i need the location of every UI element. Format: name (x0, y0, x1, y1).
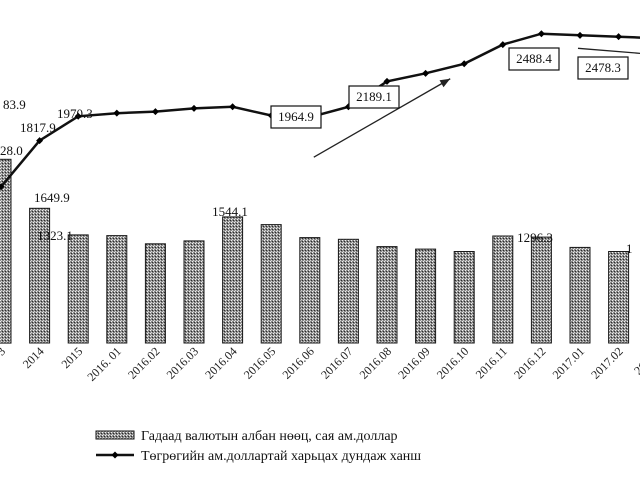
line-point-2015 (74, 112, 82, 120)
line-layer (0, 30, 640, 191)
legend-entry-reserves: Гадаад валютын албан нөөц, сая ам.доллар (95, 429, 398, 444)
line-point-2016.11 (499, 41, 507, 49)
bar-2017.02 (608, 251, 630, 344)
line-data-label-7: 2478.3 (577, 56, 629, 80)
x-tick-label: 2016.03 (164, 344, 201, 381)
bar-2016.11 (492, 235, 514, 344)
svg-text:28.0: 28.0 (0, 143, 23, 158)
bar-data-label-2: 1544.1 (212, 204, 248, 219)
x-tick-label: 2015 (58, 344, 85, 371)
labels-layer: 1649.91323.11544.11296.3183.928.01817.91… (0, 47, 633, 256)
x-tick-label: 2017.0 (631, 344, 640, 377)
line-point-2014 (36, 137, 44, 145)
svg-text:1817.9: 1817.9 (20, 120, 56, 135)
bar-2016.08 (376, 246, 398, 344)
bar-2016.09 (415, 248, 437, 344)
exchange-rate-line (0, 32, 640, 188)
x-tick-label: 3 (0, 344, 8, 358)
line-point-2017.01 (576, 31, 584, 39)
bar-data-label-4: 1 (626, 241, 633, 256)
legend: Гадаад валютын албан нөөц, сая ам.доллар… (95, 429, 421, 464)
line-data-label-2: 1817.9 (20, 120, 56, 135)
bar-2016.06 (299, 237, 321, 344)
x-tick-label: 2016.10 (434, 344, 471, 381)
legend-entry-exchange-rate: Төгрөгийн ам.доллартай харьцах дундаж ха… (96, 449, 421, 464)
bar-data-label-0: 1649.9 (34, 190, 70, 205)
line-point-2016.02 (151, 108, 159, 116)
x-axis: 3 2014 2015 2016. 01 2016.02 2016.03 2016.04 20… (0, 344, 640, 384)
bar-2016.07 (337, 238, 359, 344)
legend-label-exchange-rate: Төгрөгийн ам.доллартай харьцах дундаж ха… (141, 449, 421, 464)
line-data-label-0: 83.9 (3, 97, 26, 112)
line-point-2016.09 (422, 69, 430, 77)
bar-2014 (29, 207, 51, 344)
bar-2017.01 (569, 246, 591, 344)
x-tick-label: 2016.06 (279, 344, 316, 381)
svg-text:1970.3: 1970.3 (57, 106, 93, 121)
bar-data-label-1: 1323.1 (37, 228, 73, 243)
bar-2016.10 (453, 251, 475, 344)
line-data-label-3: 1970.3 (57, 106, 93, 121)
bar-data-label-3: 1296.3 (517, 230, 553, 245)
x-tick-label: 2016.08 (357, 344, 394, 381)
x-tick-label: 2016.11 (473, 344, 510, 381)
x-tick-label: 2016.05 (241, 344, 278, 381)
legend-label-reserves: Гадаад валютын албан нөөц, сая ам.доллар (141, 429, 398, 444)
bar-2016.04 (222, 216, 244, 344)
line-point-2016.12 (537, 30, 545, 38)
bar-2016.12 (530, 236, 552, 344)
x-tick-label: 2016.07 (318, 344, 355, 381)
legend-bar-swatch (95, 430, 135, 440)
trend-arrow-down (577, 47, 640, 54)
x-tick-label: 2017.02 (588, 344, 625, 381)
bar-2016. 01 (106, 235, 128, 344)
svg-text:83.9: 83.9 (3, 97, 26, 112)
line-point-2016. 01 (113, 109, 121, 117)
svg-text:2189.1: 2189.1 (356, 89, 392, 104)
x-tick-label: 2016.04 (202, 344, 239, 381)
legend-line-marker (111, 451, 119, 459)
bar-2015 (67, 234, 89, 344)
bar-2016.05 (260, 224, 282, 344)
x-tick-label: 2014 (20, 344, 47, 371)
line-point-2013 (0, 183, 5, 191)
line-data-label-4: 1964.9 (270, 105, 322, 129)
line-point-2016.04 (229, 103, 237, 111)
bar-2013 (0, 158, 12, 344)
x-tick-label: 2016.02 (125, 344, 162, 381)
bars-layer (0, 158, 630, 344)
x-tick-label: 2016.09 (395, 344, 432, 381)
bar-2016.03 (183, 240, 205, 344)
x-tick-label: 2017.01 (550, 344, 587, 381)
svg-text:2478.3: 2478.3 (585, 60, 621, 75)
svg-text:1964.9: 1964.9 (278, 109, 314, 124)
line-point-2016.10 (460, 60, 468, 68)
line-point-2016.03 (190, 104, 198, 112)
x-tick-label: 2016. 01 (84, 344, 124, 384)
line-data-label-1: 28.0 (0, 143, 23, 158)
x-tick-label: 2016.12 (511, 344, 548, 381)
line-data-label-6: 2488.4 (508, 47, 560, 71)
svg-text:2488.4: 2488.4 (516, 51, 552, 66)
trend-arrow-up (313, 78, 451, 158)
line-point-2016.08 (383, 77, 391, 85)
line-data-label-5: 2189.1 (348, 85, 400, 109)
bar-2016.02 (144, 243, 166, 344)
line-point-2017.02 (615, 33, 623, 41)
